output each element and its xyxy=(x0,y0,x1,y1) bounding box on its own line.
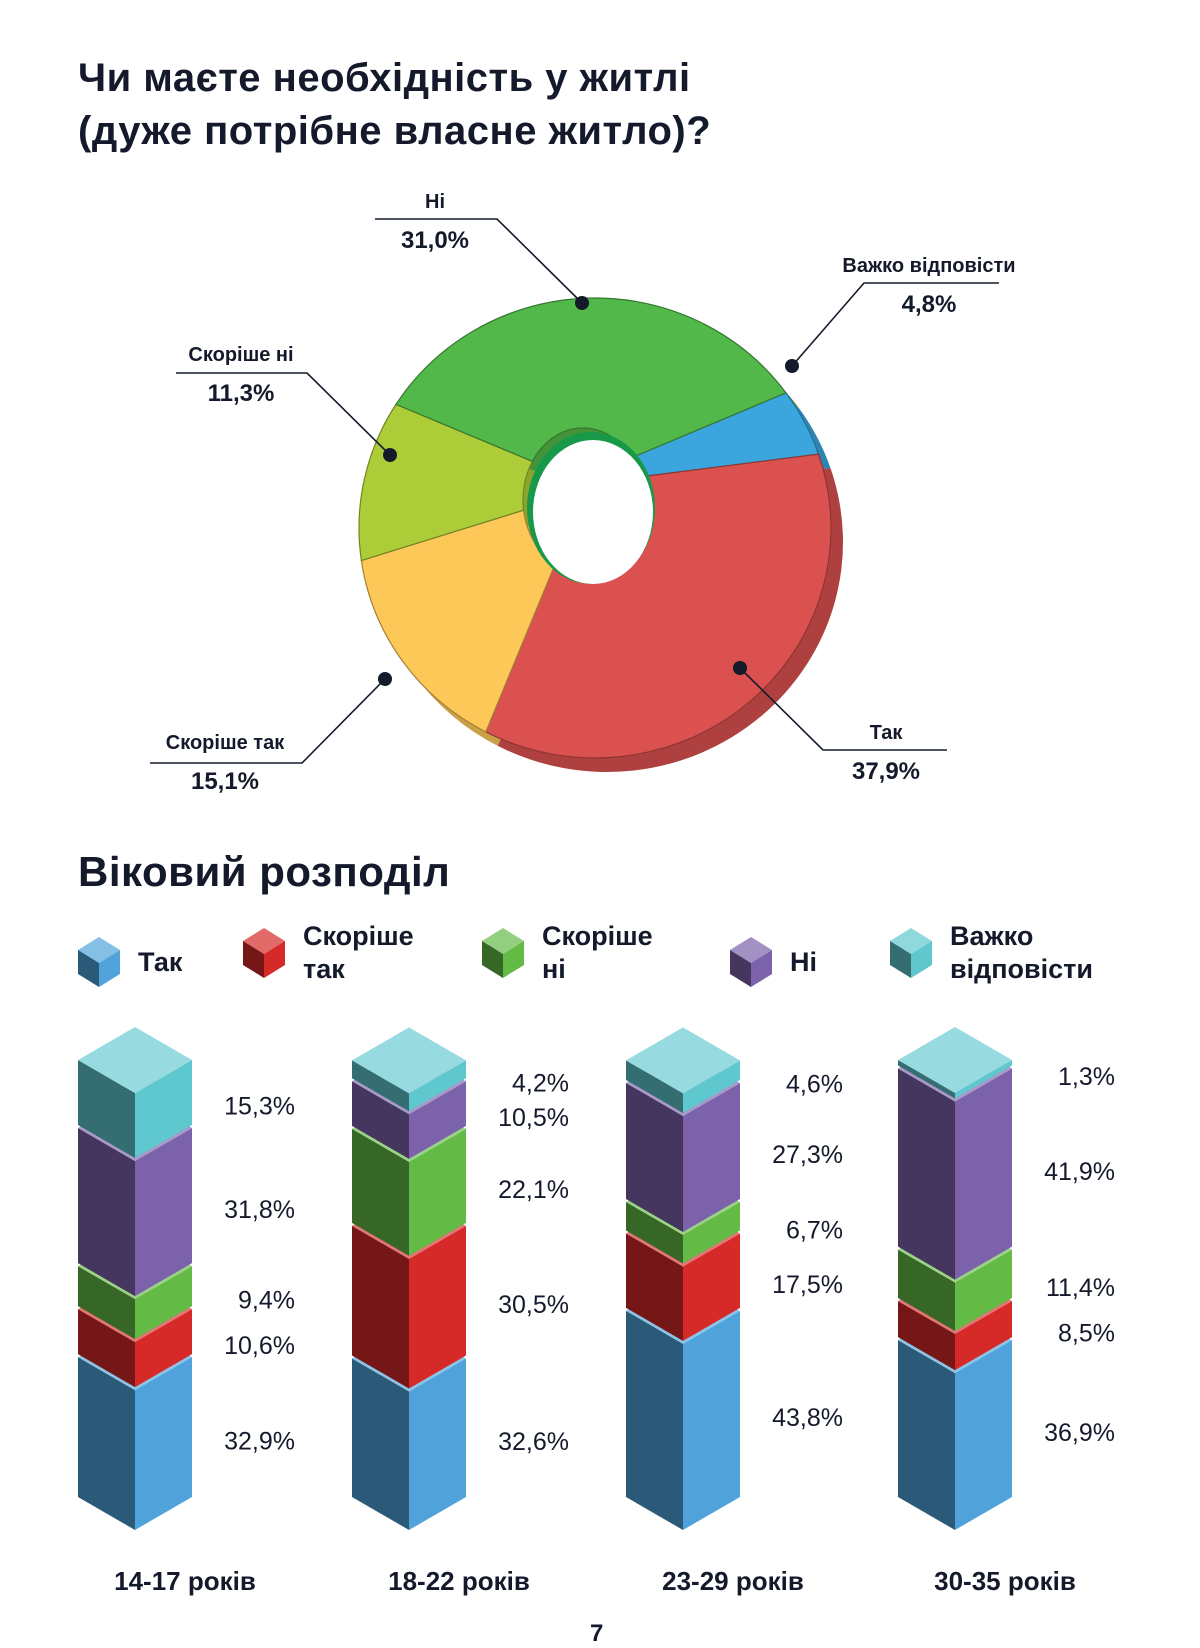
legend-label: Скоріше ні xyxy=(542,921,653,984)
bar-value-label: 17,5% xyxy=(772,1271,843,1299)
donut-slice xyxy=(395,297,787,463)
bar-value-label: 9,4% xyxy=(238,1286,295,1314)
bar-value-label: 41,9% xyxy=(1044,1158,1115,1186)
callout-dot xyxy=(383,448,397,462)
legend-cube-icon xyxy=(482,928,524,978)
age-group-label: 14-17 років xyxy=(114,1566,256,1596)
legend-label: Так xyxy=(138,946,183,977)
bar-value-label: 4,2% xyxy=(512,1070,569,1098)
callout-dot xyxy=(378,672,392,686)
legend-label: Скоріше так xyxy=(303,921,414,984)
bar-column xyxy=(898,1027,1012,1530)
bar-segment xyxy=(626,1027,740,1113)
bar-column xyxy=(626,1027,740,1530)
legend-cube-icon xyxy=(78,937,120,987)
legend-item: Скоріше так xyxy=(243,920,414,986)
age-group-label: 18-22 років xyxy=(388,1566,530,1596)
slice-value: 37,9% xyxy=(852,758,920,785)
age-group-label: 23-29 років xyxy=(662,1566,804,1596)
legend-cube-icon xyxy=(243,928,285,978)
slice-label: Скоріше ні xyxy=(188,344,293,366)
callout-line xyxy=(150,678,386,764)
donut-hole xyxy=(533,440,653,584)
bar-segment xyxy=(898,1027,1012,1099)
bar-value-label: 31,8% xyxy=(224,1196,295,1224)
title-line-1: Чи маєте необхідність у житлі xyxy=(78,56,691,100)
bar-value-label: 10,6% xyxy=(224,1332,295,1360)
slice-value: 31,0% xyxy=(401,227,469,254)
bar-segment xyxy=(78,1027,192,1159)
bar-column xyxy=(78,1027,192,1530)
callout-dot xyxy=(733,661,747,675)
callout-line xyxy=(176,372,391,456)
callout-dot xyxy=(575,296,589,310)
bar-value-label: 43,8% xyxy=(772,1404,843,1432)
age-section-title: Віковий розподіл xyxy=(78,848,451,895)
bar-value-label: 32,9% xyxy=(224,1427,295,1455)
callout-line xyxy=(375,218,583,304)
bar-value-label: 32,6% xyxy=(498,1428,569,1456)
legend-cube-icon xyxy=(730,937,772,987)
slice-label: Скоріше так xyxy=(166,732,285,754)
slice-value: 15,1% xyxy=(191,768,259,795)
bar-value-label: 10,5% xyxy=(498,1104,569,1132)
bar-value-label: 8,5% xyxy=(1058,1319,1115,1347)
legend-label: Важко відповісти xyxy=(950,921,1093,984)
bar-value-label: 30,5% xyxy=(498,1291,569,1319)
callout-line xyxy=(739,667,947,751)
legend-label: Ні xyxy=(790,946,817,977)
bar-value-label: 4,6% xyxy=(786,1070,843,1098)
legend-item: Так xyxy=(78,937,182,987)
bar-value-label: 1,3% xyxy=(1058,1063,1115,1091)
legend-item: Важко відповісти xyxy=(890,920,1093,986)
bar-value-label: 6,7% xyxy=(786,1216,843,1244)
slice-value: 4,8% xyxy=(902,291,957,318)
legend-item: Скоріше ні xyxy=(482,920,653,986)
slice-label: Так xyxy=(870,722,904,744)
slice-label: Важко відповісти xyxy=(842,255,1015,277)
bar-segment xyxy=(352,1027,466,1112)
bar-value-label: 36,9% xyxy=(1044,1419,1115,1447)
bar-column xyxy=(352,1027,466,1530)
donut-chart: Ні 31,0% Важко відповісти 4,8% Скоріше ні 11,… xyxy=(150,191,1016,795)
legend-item: Ні xyxy=(730,937,817,987)
page-title: Чи маєте необхідність у житлі (дуже потр… xyxy=(78,52,711,158)
slice-label: Ні xyxy=(425,191,445,213)
bar-value-label: 15,3% xyxy=(224,1093,295,1121)
callout-line xyxy=(791,282,999,367)
title-line-2: (дуже потрібне власне житло)? xyxy=(78,109,712,153)
callout-dot xyxy=(785,359,799,373)
page-number: 7 xyxy=(590,1620,604,1647)
slice-value: 11,3% xyxy=(208,380,275,407)
bar-value-label: 11,4% xyxy=(1046,1274,1115,1302)
legend-cube-icon xyxy=(890,928,932,978)
age-group-label: 30-35 років xyxy=(934,1566,1076,1596)
bar-value-label: 22,1% xyxy=(498,1176,569,1204)
bar-value-label: 27,3% xyxy=(772,1141,843,1169)
